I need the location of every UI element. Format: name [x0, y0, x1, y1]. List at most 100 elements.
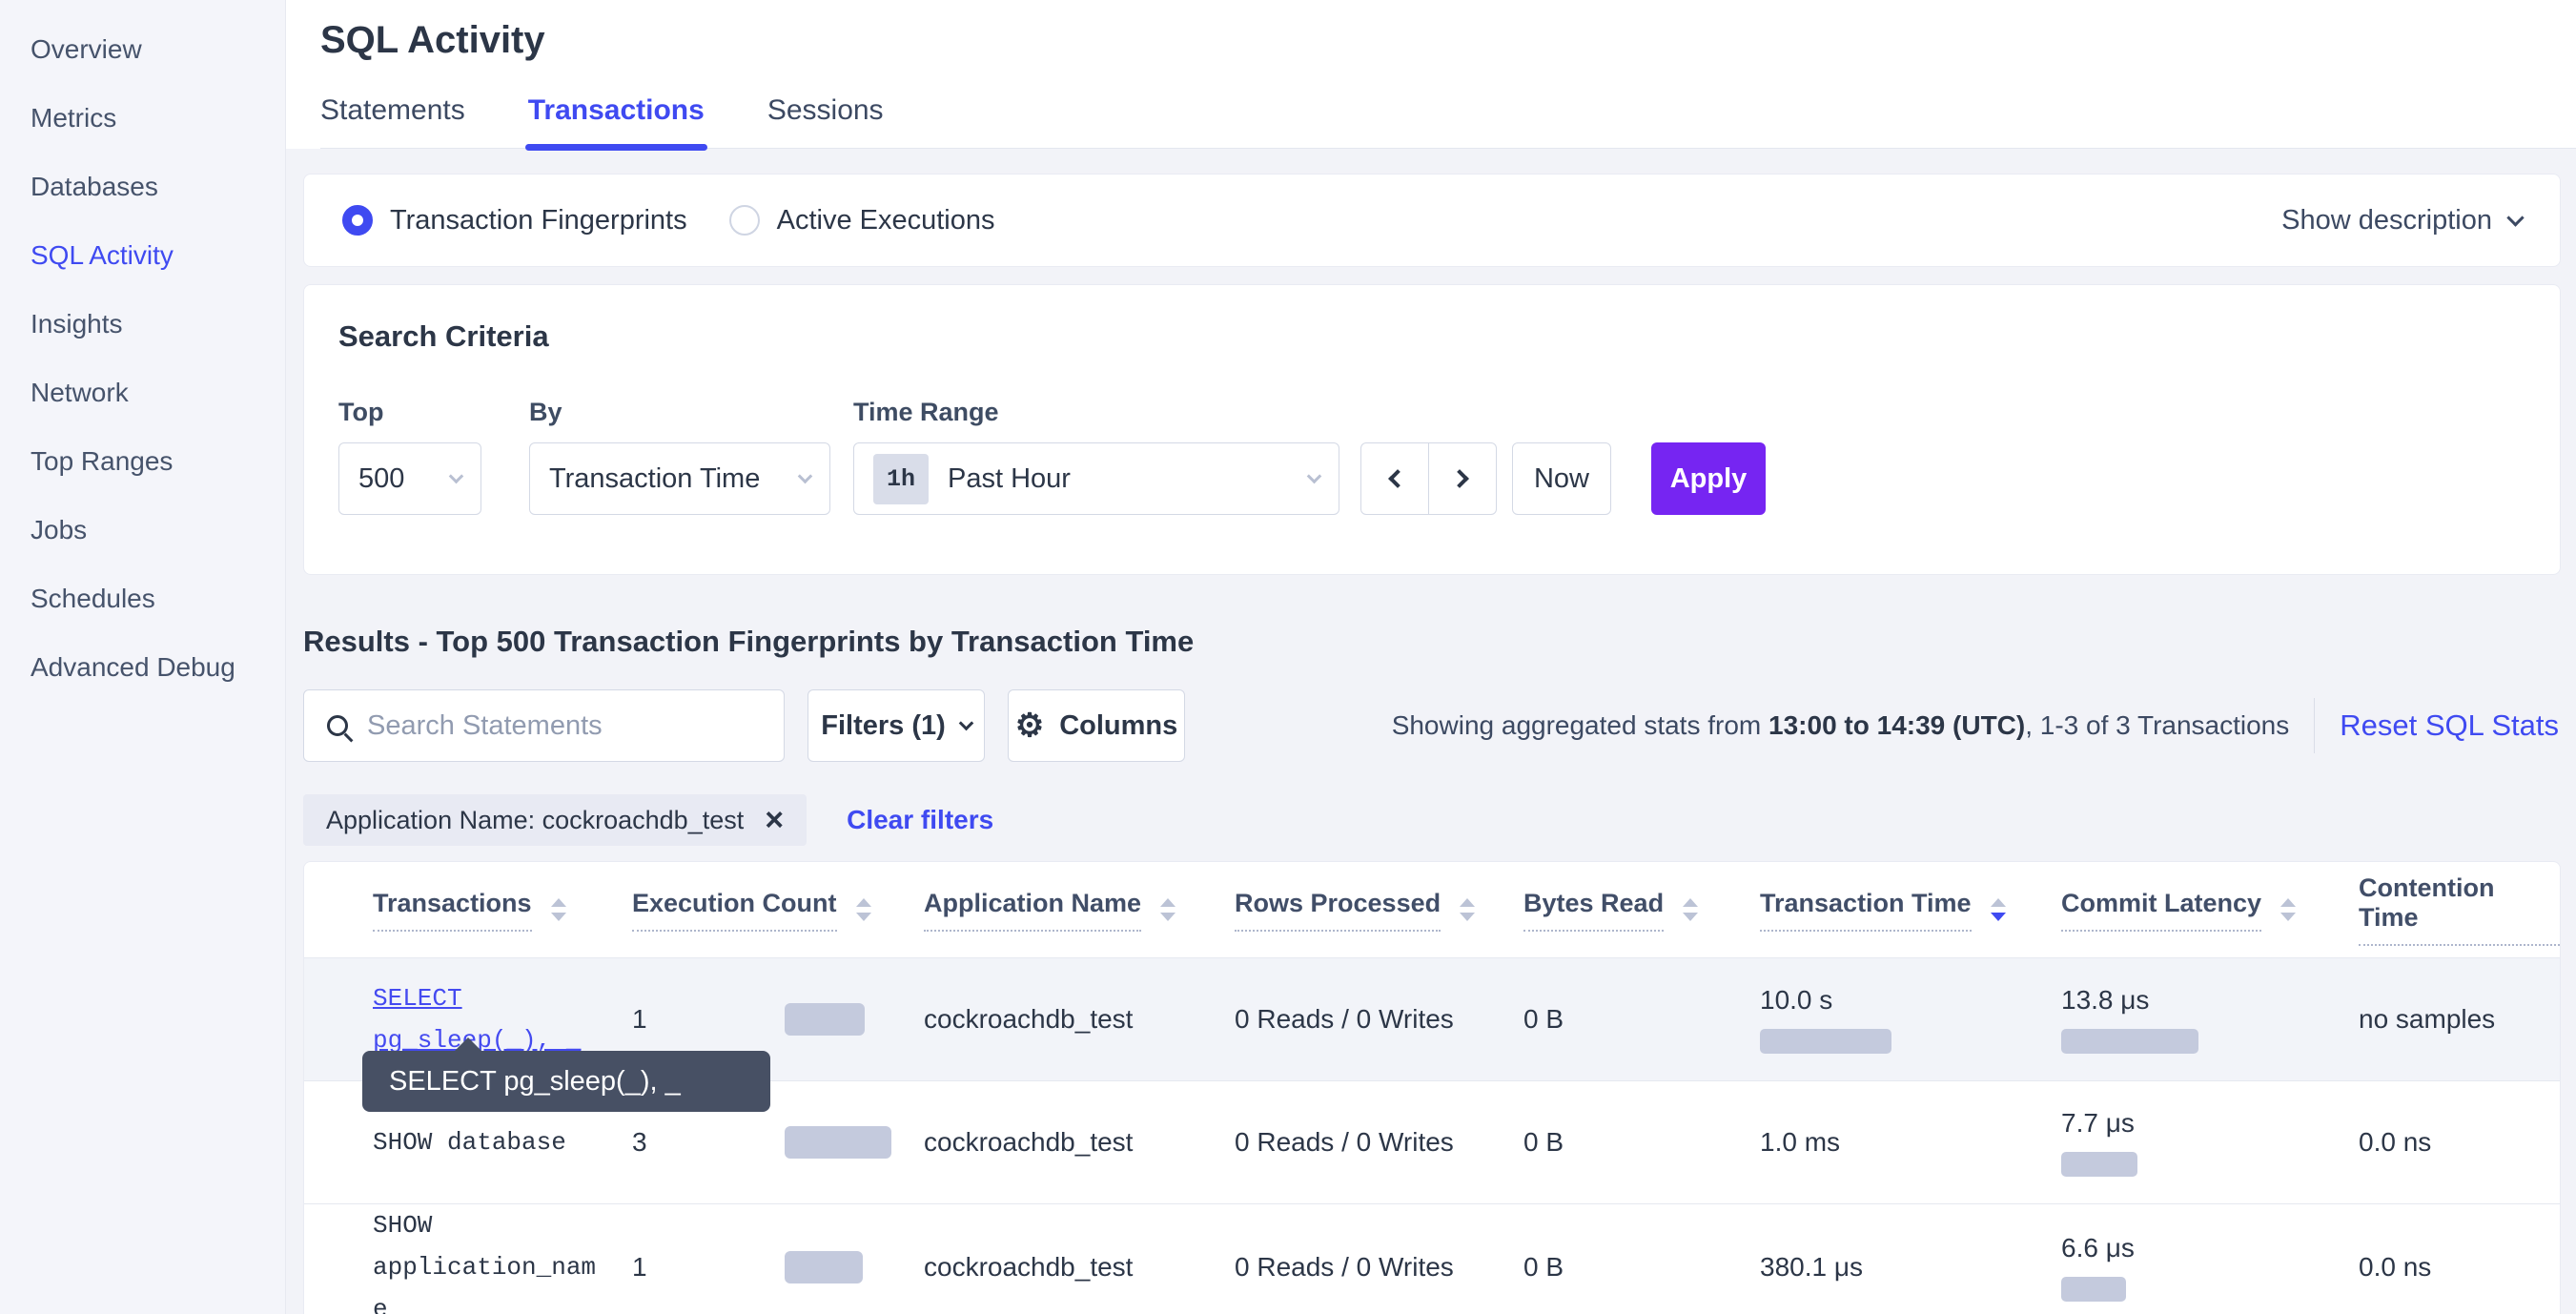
application-name-cell: cockroachdb_test: [924, 1004, 1134, 1034]
query-tooltip: SELECT pg_sleep(_), _: [362, 1037, 770, 1112]
top-select-value: 500: [358, 462, 405, 494]
rows-processed-cell: 0 Reads / 0 Writes: [1235, 1127, 1454, 1157]
time-range-label: Time Range: [853, 398, 999, 426]
filter-chip-label: Application Name: cockroachdb_test: [326, 805, 745, 834]
columns-button[interactable]: ⚙ Columns: [1008, 689, 1185, 762]
stats-area: Showing aggregated stats from 13:00 to 1…: [1392, 698, 2561, 753]
time-range-select[interactable]: 1h Past Hour: [853, 442, 1339, 515]
column-header-label[interactable]: Contention Time: [2359, 873, 2560, 946]
time-range-badge: 1h: [873, 453, 930, 504]
sort-icon[interactable]: [1990, 898, 2006, 921]
by-select[interactable]: Transaction Time: [529, 442, 830, 515]
sort-icon[interactable]: [855, 898, 871, 921]
application-name-cell: cockroachdb_test: [924, 1127, 1134, 1157]
radio-selected-icon[interactable]: [342, 205, 373, 236]
page-content: Transaction Fingerprints Active Executio…: [286, 149, 2576, 1314]
sidebar-item-schedules[interactable]: Schedules: [31, 584, 155, 613]
sidebar-item-databases[interactable]: Databases: [31, 172, 158, 201]
remove-filter-icon[interactable]: ×: [765, 802, 785, 838]
radio-transaction-fingerprints[interactable]: Transaction Fingerprints: [342, 205, 687, 236]
transaction-fingerprint-link[interactable]: SELECT pg_sleep(_), _: [373, 983, 582, 1055]
column-header-label[interactable]: Rows Processed: [1235, 889, 1441, 932]
column-header-label[interactable]: Execution Count: [632, 889, 837, 932]
next-range-button[interactable]: [1428, 442, 1497, 515]
top-select[interactable]: 500: [338, 442, 481, 515]
execution-count-bar: [785, 1003, 865, 1036]
radio-active-executions[interactable]: Active Executions: [728, 204, 995, 236]
transaction-time-cell: 10.0 s: [1760, 985, 2061, 1054]
radio-unselected-icon[interactable]: [728, 205, 760, 236]
execution-count-cell: 1: [632, 1003, 924, 1036]
tab-sessions[interactable]: Sessions: [767, 94, 884, 126]
radio-label: Active Executions: [776, 204, 995, 236]
tab-transactions[interactable]: Transactions: [524, 94, 707, 151]
tab-statements[interactable]: Statements: [320, 94, 465, 126]
sort-icon[interactable]: [550, 898, 566, 921]
transaction-time-value: 10.0 s: [1760, 985, 1833, 1015]
commit-latency-cell: 6.6 μs: [2061, 1233, 2359, 1303]
previous-range-button[interactable]: [1360, 442, 1429, 515]
rows-processed-cell: 0 Reads / 0 Writes: [1235, 1004, 1454, 1034]
commit-latency-bar: [2061, 1277, 2126, 1303]
filter-chip: Application Name: cockroachdb_test ×: [303, 794, 808, 846]
vertical-divider: [2314, 698, 2316, 753]
column-header-label[interactable]: Commit Latency: [2061, 889, 2262, 932]
sidebar-item-advanced-debug[interactable]: Advanced Debug: [31, 652, 235, 682]
commit-latency-cell: 13.8 μs: [2061, 985, 2359, 1054]
sort-icon[interactable]: [1160, 898, 1176, 921]
table-row[interactable]: SHOW application_name 1 cockroachdb_test…: [304, 1203, 2560, 1314]
tab-bar: Statements Transactions Sessions: [320, 94, 2576, 151]
column-header-label[interactable]: Bytes Read: [1523, 889, 1665, 932]
filters-button[interactable]: Filters (1): [808, 689, 985, 762]
chevron-right-icon: [1450, 469, 1469, 488]
column-header-label[interactable]: Transactions: [373, 889, 532, 932]
sidebar-item-insights[interactable]: Insights: [31, 309, 123, 339]
execution-count-bar: [785, 1251, 863, 1284]
sidebar-item-top-ranges[interactable]: Top Ranges: [31, 446, 174, 476]
sidebar: Overview Metrics Databases SQL Activity …: [0, 0, 286, 1314]
commit-latency-bar: [2061, 1152, 2137, 1177]
table-row[interactable]: SHOW database 3 cockroachdb_test 0 Reads…: [304, 1080, 2560, 1203]
search-criteria-controls: Top 500 By Transaction Time: [338, 398, 2525, 515]
search-input[interactable]: [367, 709, 761, 742]
stats-text: Showing aggregated stats from 13:00 to 1…: [1392, 710, 2290, 741]
sort-icon[interactable]: [1683, 898, 1699, 921]
bytes-read-cell: 0 B: [1523, 1127, 1564, 1157]
sort-icon[interactable]: [1460, 898, 1476, 921]
by-select-value: Transaction Time: [549, 462, 761, 494]
contention-time-cell: no samples: [2359, 1004, 2496, 1034]
apply-button[interactable]: Apply: [1651, 442, 1766, 515]
commit-latency-value: 6.6 μs: [2061, 1233, 2135, 1263]
chevron-left-icon: [1388, 469, 1407, 488]
commit-latency-value: 7.7 μs: [2061, 1108, 2135, 1138]
time-range-field: Time Range 1h Past Hour: [853, 398, 1339, 515]
column-header-label[interactable]: Transaction Time: [1760, 889, 1972, 932]
sidebar-item-network[interactable]: Network: [31, 378, 129, 407]
page-header: SQL Activity Statements Transactions Ses…: [286, 0, 2576, 151]
sidebar-item-overview[interactable]: Overview: [31, 34, 142, 64]
by-field: By Transaction Time: [529, 398, 830, 515]
column-header-label[interactable]: Application Name: [924, 889, 1142, 932]
columns-label: Columns: [1059, 709, 1178, 741]
clear-filters-link[interactable]: Clear filters: [847, 805, 994, 834]
reset-sql-stats-link[interactable]: Reset SQL Stats: [2340, 708, 2559, 742]
stats-suffix: , 1-3 of 3 Transactions: [2025, 710, 2290, 740]
transaction-fingerprint[interactable]: SHOW application_name: [373, 1211, 597, 1314]
show-description-toggle[interactable]: Show description: [2281, 205, 2525, 236]
bytes-read-cell: 0 B: [1523, 1252, 1564, 1283]
transaction-fingerprint[interactable]: SHOW database: [373, 1127, 566, 1157]
execution-count-value: 1: [632, 1252, 647, 1283]
results-toolbar: Filters (1) ⚙ Columns Showing aggregated…: [303, 689, 2561, 762]
filter-chip-row: Application Name: cockroachdb_test × Cle…: [303, 794, 2561, 846]
now-button[interactable]: Now: [1512, 442, 1611, 515]
search-criteria-title: Search Criteria: [338, 319, 549, 353]
sidebar-item-jobs[interactable]: Jobs: [31, 515, 88, 544]
sidebar-item-metrics[interactable]: Metrics: [31, 103, 117, 133]
table-header-row: Transactions Execution Count Application…: [304, 862, 2560, 957]
contention-time-cell: 0.0 ns: [2359, 1127, 2432, 1157]
sort-icon[interactable]: [2280, 898, 2297, 921]
bytes-read-cell: 0 B: [1523, 1004, 1564, 1034]
column-header-transaction-time: Transaction Time: [1760, 889, 2061, 932]
sidebar-item-sql-activity[interactable]: SQL Activity: [31, 240, 174, 270]
rows-processed-cell: 0 Reads / 0 Writes: [1235, 1252, 1454, 1283]
